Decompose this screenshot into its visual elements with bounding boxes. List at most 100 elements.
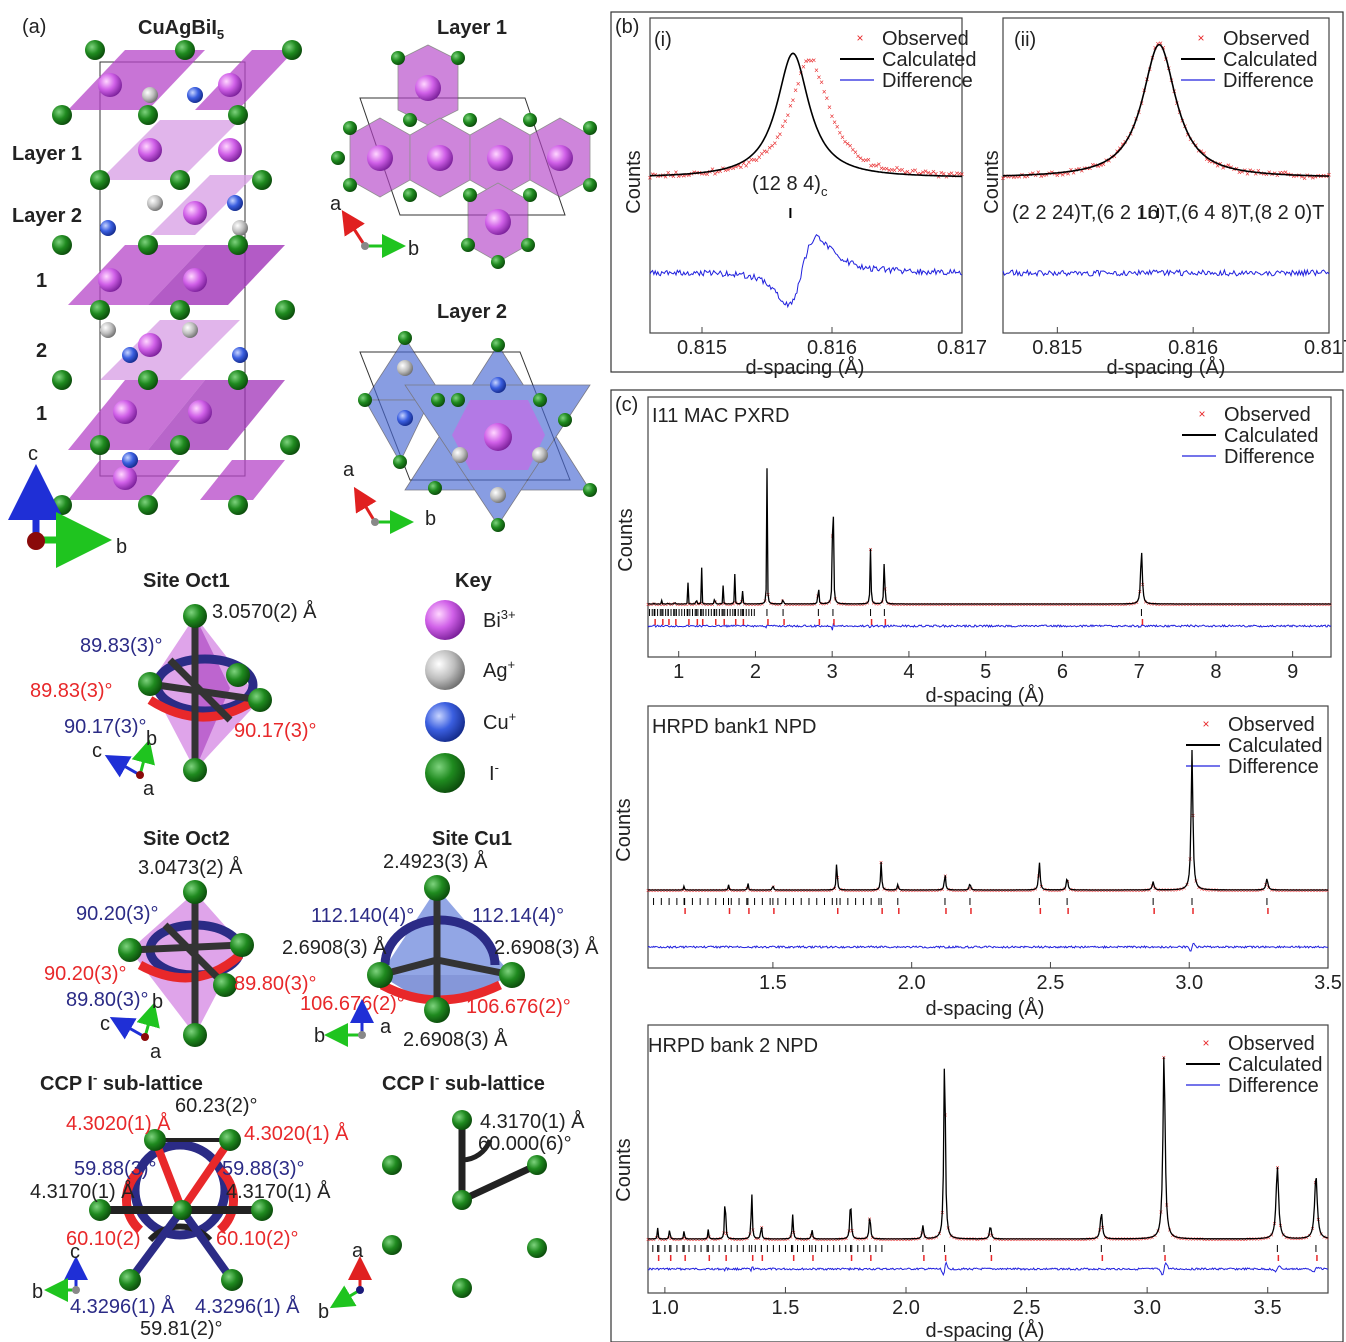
calculated-line <box>1002 43 1329 177</box>
observed-point: × <box>1057 888 1061 895</box>
axes-oct1 <box>104 739 155 779</box>
observed-point: × <box>906 602 910 609</box>
observed-point: × <box>858 154 863 163</box>
observed-point: × <box>811 56 816 65</box>
observed-point: × <box>1103 888 1107 895</box>
observed-point: × <box>777 888 781 895</box>
observed-point: × <box>760 601 764 608</box>
observed-point: × <box>702 170 707 179</box>
observed-point: × <box>876 1237 880 1244</box>
observed-point: × <box>832 1237 836 1244</box>
observed-point: × <box>1053 602 1057 609</box>
observed-point: × <box>947 170 952 179</box>
observed-point: × <box>1141 888 1145 895</box>
observed-point: × <box>704 1236 708 1243</box>
observed-point: × <box>1058 169 1063 178</box>
observed-point: × <box>1150 1235 1154 1242</box>
observed-point: × <box>867 888 871 895</box>
observed-point: × <box>1152 602 1156 609</box>
observed-point: × <box>731 164 736 173</box>
observed-point: × <box>1017 173 1022 182</box>
observed-point: × <box>652 888 656 895</box>
observed-point: × <box>1164 602 1168 609</box>
observed-point: × <box>895 602 899 609</box>
observed-point: × <box>1041 602 1045 609</box>
observed-point: × <box>866 155 871 164</box>
x-tick-label: 3.0 <box>1175 972 1203 994</box>
observed-point: × <box>821 888 825 895</box>
observed-point: × <box>827 1237 831 1244</box>
observed-point: × <box>889 602 893 609</box>
observed-point: × <box>1013 888 1017 895</box>
observed-point: × <box>914 888 918 895</box>
ccp-right-diagram <box>382 1110 547 1298</box>
observed-point: × <box>1018 602 1022 609</box>
observed-point: × <box>1009 602 1013 609</box>
observed-point: × <box>822 88 827 97</box>
observed-point: × <box>1246 888 1250 895</box>
observed-point: × <box>806 56 811 65</box>
axis-b-label: b <box>425 508 436 530</box>
observed-point: × <box>1063 1237 1067 1244</box>
observed-point: × <box>923 1234 927 1241</box>
observed-point: × <box>920 888 924 895</box>
observed-point: × <box>1012 173 1017 182</box>
observed-point: × <box>914 1237 918 1244</box>
observed-point: × <box>949 1233 953 1240</box>
subpanel-label: (ii) <box>1014 29 1036 51</box>
observed-point: × <box>958 888 962 895</box>
observed-point: × <box>1162 888 1166 895</box>
plot-frame <box>647 396 1332 658</box>
observed-point: × <box>769 601 773 608</box>
chart-title: I11 MAC PXRD <box>652 405 789 427</box>
observed-point: × <box>1071 1237 1075 1244</box>
observed-point: × <box>780 888 784 895</box>
observed-point: × <box>1182 886 1186 893</box>
observed-point: × <box>744 162 749 171</box>
observed-point: × <box>1316 888 1320 895</box>
observed-point: × <box>926 888 930 895</box>
observed-point: × <box>817 73 822 82</box>
observed-point: × <box>1147 887 1151 894</box>
observed-point: × <box>1077 888 1081 895</box>
observed-point: × <box>800 888 804 895</box>
observed-point: × <box>772 602 776 609</box>
observed-point: × <box>730 1237 734 1244</box>
observed-point: × <box>666 602 670 609</box>
observed-point: × <box>841 1237 845 1244</box>
observed-point: × <box>1138 888 1142 895</box>
observed-point: × <box>1028 888 1032 895</box>
key-title: Key <box>455 570 493 592</box>
observed-point: × <box>759 150 764 159</box>
observed-point: × <box>684 171 689 180</box>
bond-length-label: 3.0473(2) Å <box>138 856 243 879</box>
y-axis-label: Counts <box>623 150 645 213</box>
observed-point: × <box>936 173 941 182</box>
observed-point: × <box>965 602 969 609</box>
observed-point: × <box>1051 888 1055 895</box>
observed-point: × <box>952 888 956 895</box>
observed-point: × <box>1096 162 1101 171</box>
observed-point: × <box>701 888 705 895</box>
observed-point: × <box>1220 602 1224 609</box>
observed-point: × <box>1034 887 1038 894</box>
observed-point: × <box>1025 888 1029 895</box>
observed-point: × <box>1220 888 1224 895</box>
observed-point: × <box>1258 602 1262 609</box>
angle-label: 90.17(3)° <box>64 716 147 738</box>
observed-point: × <box>698 1237 702 1244</box>
plot-frame <box>647 1024 1329 1294</box>
observed-point: × <box>1290 888 1294 895</box>
observed-point: × <box>1047 602 1051 609</box>
key-label: I- <box>489 760 499 785</box>
bond-length-label: 2.6908(3) Å <box>403 1028 508 1051</box>
observed-point: × <box>1062 602 1066 609</box>
legend-entry: Observed <box>1228 1033 1315 1055</box>
observed-point: × <box>796 80 801 89</box>
observed-point: × <box>1095 1235 1099 1242</box>
observed-point: × <box>1291 172 1296 181</box>
observed-point: × <box>1098 888 1102 895</box>
observed-point: × <box>904 602 908 609</box>
observed-point: × <box>1035 602 1039 609</box>
observed-point: × <box>1245 170 1250 179</box>
